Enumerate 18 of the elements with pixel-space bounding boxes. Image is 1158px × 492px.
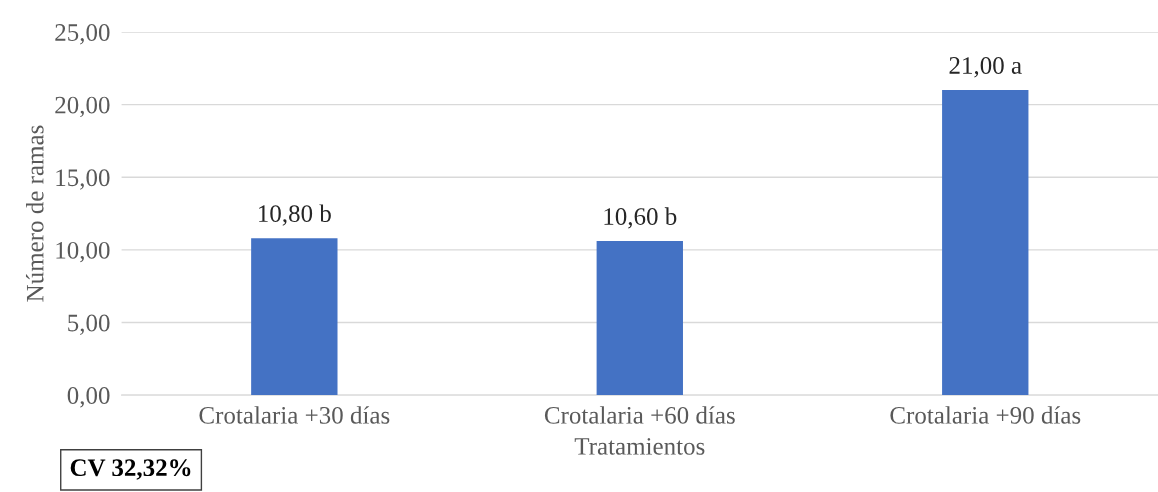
text: CV 32,32% [70,459,191,480]
x-tick-label: Crotalaria +90 días [890,406,1081,424]
y-tick-label: 15,00 [56,169,110,190]
y-tick-label: 5,00 [68,314,110,335]
y-tick-label: 20,00 [55,96,110,118]
bar [942,90,1029,396]
y-tick-label: 25,00 [55,24,110,45]
bar [251,238,338,396]
data-label: 10,80 b [259,204,331,226]
y-tick-label: 10,00 [56,241,110,263]
data-label: 10,60 b [604,207,677,229]
data-label: 21,00 a [949,57,1022,78]
bar [596,241,683,396]
x-tick-label: Crotalaria +30 días [199,406,390,424]
x-tick-label: Crotalaria +60 días [544,406,735,424]
y-tick-label: 0,00 [67,387,110,408]
y-axis-title: Número de ramas [25,125,44,302]
x-axis-title: Tratamientos [574,437,705,455]
